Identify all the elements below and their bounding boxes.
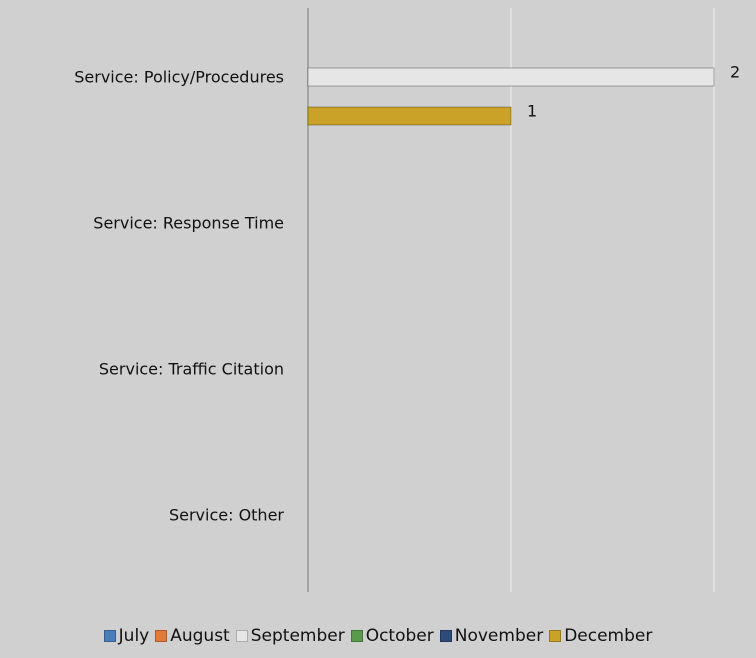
legend-swatch — [155, 630, 168, 642]
legend-swatch — [439, 630, 452, 642]
data-label: 2 — [730, 63, 740, 82]
bar — [307, 106, 512, 126]
legend-label: December — [564, 626, 653, 646]
legend-item: November — [439, 626, 544, 646]
legend-label: September — [250, 626, 345, 646]
legend-item: October — [350, 626, 434, 646]
legend-label: November — [454, 626, 544, 646]
legend-item: December — [549, 626, 652, 646]
bar — [307, 67, 715, 87]
y-tick-label: Service: Response Time — [93, 214, 284, 233]
plot: Service: Policy/Procedures 2 1 Service: Res… — [74, 8, 740, 592]
legend-swatch — [549, 630, 562, 642]
legend-label: August — [170, 626, 230, 646]
legend-swatch — [103, 630, 116, 642]
legend-item: September — [235, 626, 345, 646]
data-label: 1 — [527, 102, 537, 121]
legend: July August September October November Decemb… — [0, 626, 756, 646]
y-tick-label: Service: Policy/Procedures — [74, 68, 284, 87]
legend-item: July — [103, 626, 150, 646]
legend-item: August — [155, 626, 230, 646]
legend-swatch — [235, 630, 248, 642]
legend-label: July — [118, 626, 150, 646]
legend-label: October — [365, 626, 434, 646]
y-tick-label: Service: Other — [169, 506, 284, 525]
y-tick-label: Service: Traffic Citation — [99, 360, 284, 379]
legend-swatch — [350, 630, 363, 642]
